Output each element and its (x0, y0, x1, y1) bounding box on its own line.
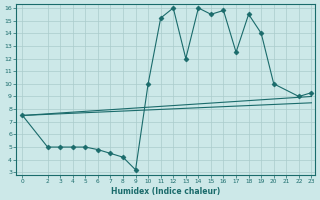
X-axis label: Humidex (Indice chaleur): Humidex (Indice chaleur) (111, 187, 220, 196)
